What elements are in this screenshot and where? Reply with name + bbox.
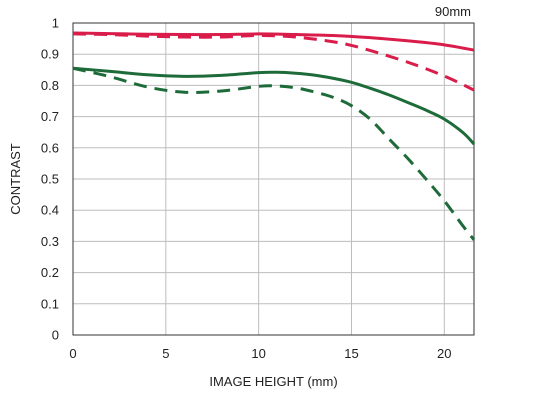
y-tick-label: 0.5 xyxy=(41,172,59,187)
focal-length-label: 90mm xyxy=(435,4,471,19)
series-green-solid-line xyxy=(72,66,476,146)
series-group xyxy=(72,31,476,241)
plot-frame xyxy=(72,22,475,336)
x-tick-label: 5 xyxy=(162,346,169,361)
y-tick-label: 0.1 xyxy=(41,296,59,311)
x-tick-label: 10 xyxy=(251,346,265,361)
y-tick-label: 1 xyxy=(52,16,59,31)
y-tick-label: 0.2 xyxy=(41,265,59,280)
y-tick-labels: 0 0.1 0.2 0.3 0.4 0.5 0.6 0.7 0.8 0.9 1 xyxy=(41,16,59,343)
x-tick-labels: 0 5 10 15 20 xyxy=(69,346,451,361)
y-tick-label: 0.7 xyxy=(41,109,59,124)
y-tick-label: 0.9 xyxy=(41,47,59,62)
series-green-dashed-line xyxy=(72,66,476,241)
y-tick-label: 0.8 xyxy=(41,78,59,93)
y-tick-label: 0.4 xyxy=(41,203,59,218)
x-tick-label: 20 xyxy=(437,346,451,361)
y-tick-label: 0 xyxy=(52,328,59,343)
series-red-solid-line xyxy=(72,31,475,52)
y-tick-label: 0.6 xyxy=(41,140,59,155)
x-tick-label: 15 xyxy=(344,346,358,361)
x-axis-title: IMAGE HEIGHT (mm) xyxy=(209,374,337,389)
y-axis-title: CONTRAST xyxy=(8,143,23,215)
x-tick-label: 0 xyxy=(69,346,76,361)
series-red-dashed-line xyxy=(72,32,475,92)
y-tick-label: 0.3 xyxy=(41,234,59,249)
